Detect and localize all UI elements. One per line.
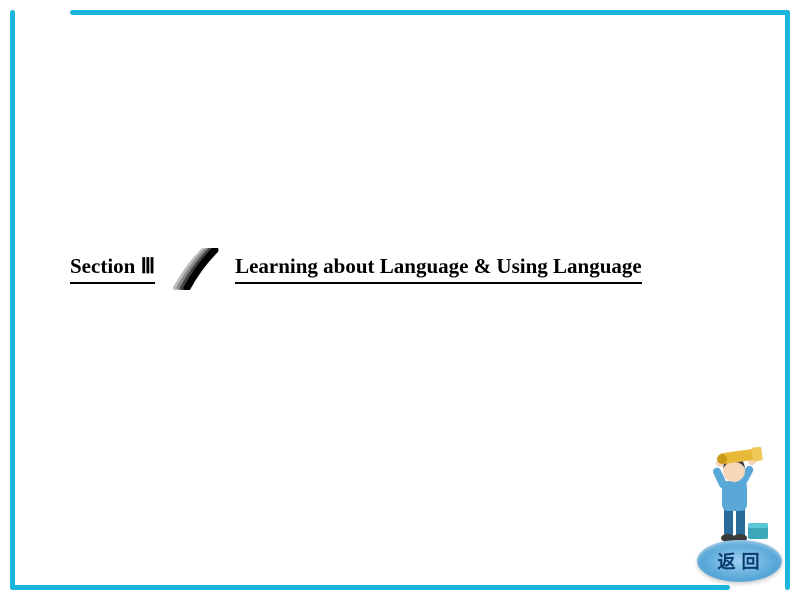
frame-top [70, 10, 790, 15]
frame-right [785, 10, 790, 590]
frame-bottom [10, 585, 730, 590]
mascot-illustration-icon [702, 447, 772, 542]
section-number: Section Ⅲ [70, 254, 155, 284]
frame-left [10, 10, 15, 590]
return-button[interactable]: 返回 [697, 540, 782, 582]
section-heading: Section Ⅲ Learning about Language & Usin… [70, 248, 642, 290]
section-title: Learning about Language & Using Language [235, 254, 642, 284]
slash-decoration-icon [169, 248, 221, 290]
return-button-label: 返回 [714, 548, 766, 574]
